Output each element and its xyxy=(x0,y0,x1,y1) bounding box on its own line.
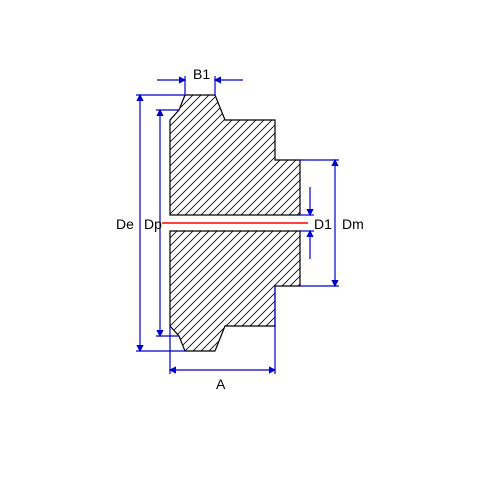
label-D1: D1 xyxy=(314,216,332,232)
label-De: De xyxy=(116,216,134,232)
diagram-canvas: De Dp Dm D1 B1 A xyxy=(0,0,500,500)
diagram-svg xyxy=(0,0,500,500)
label-A: A xyxy=(216,376,225,392)
label-Dp: Dp xyxy=(144,216,162,232)
label-Dm: Dm xyxy=(342,216,364,232)
label-B1: B1 xyxy=(193,66,210,82)
